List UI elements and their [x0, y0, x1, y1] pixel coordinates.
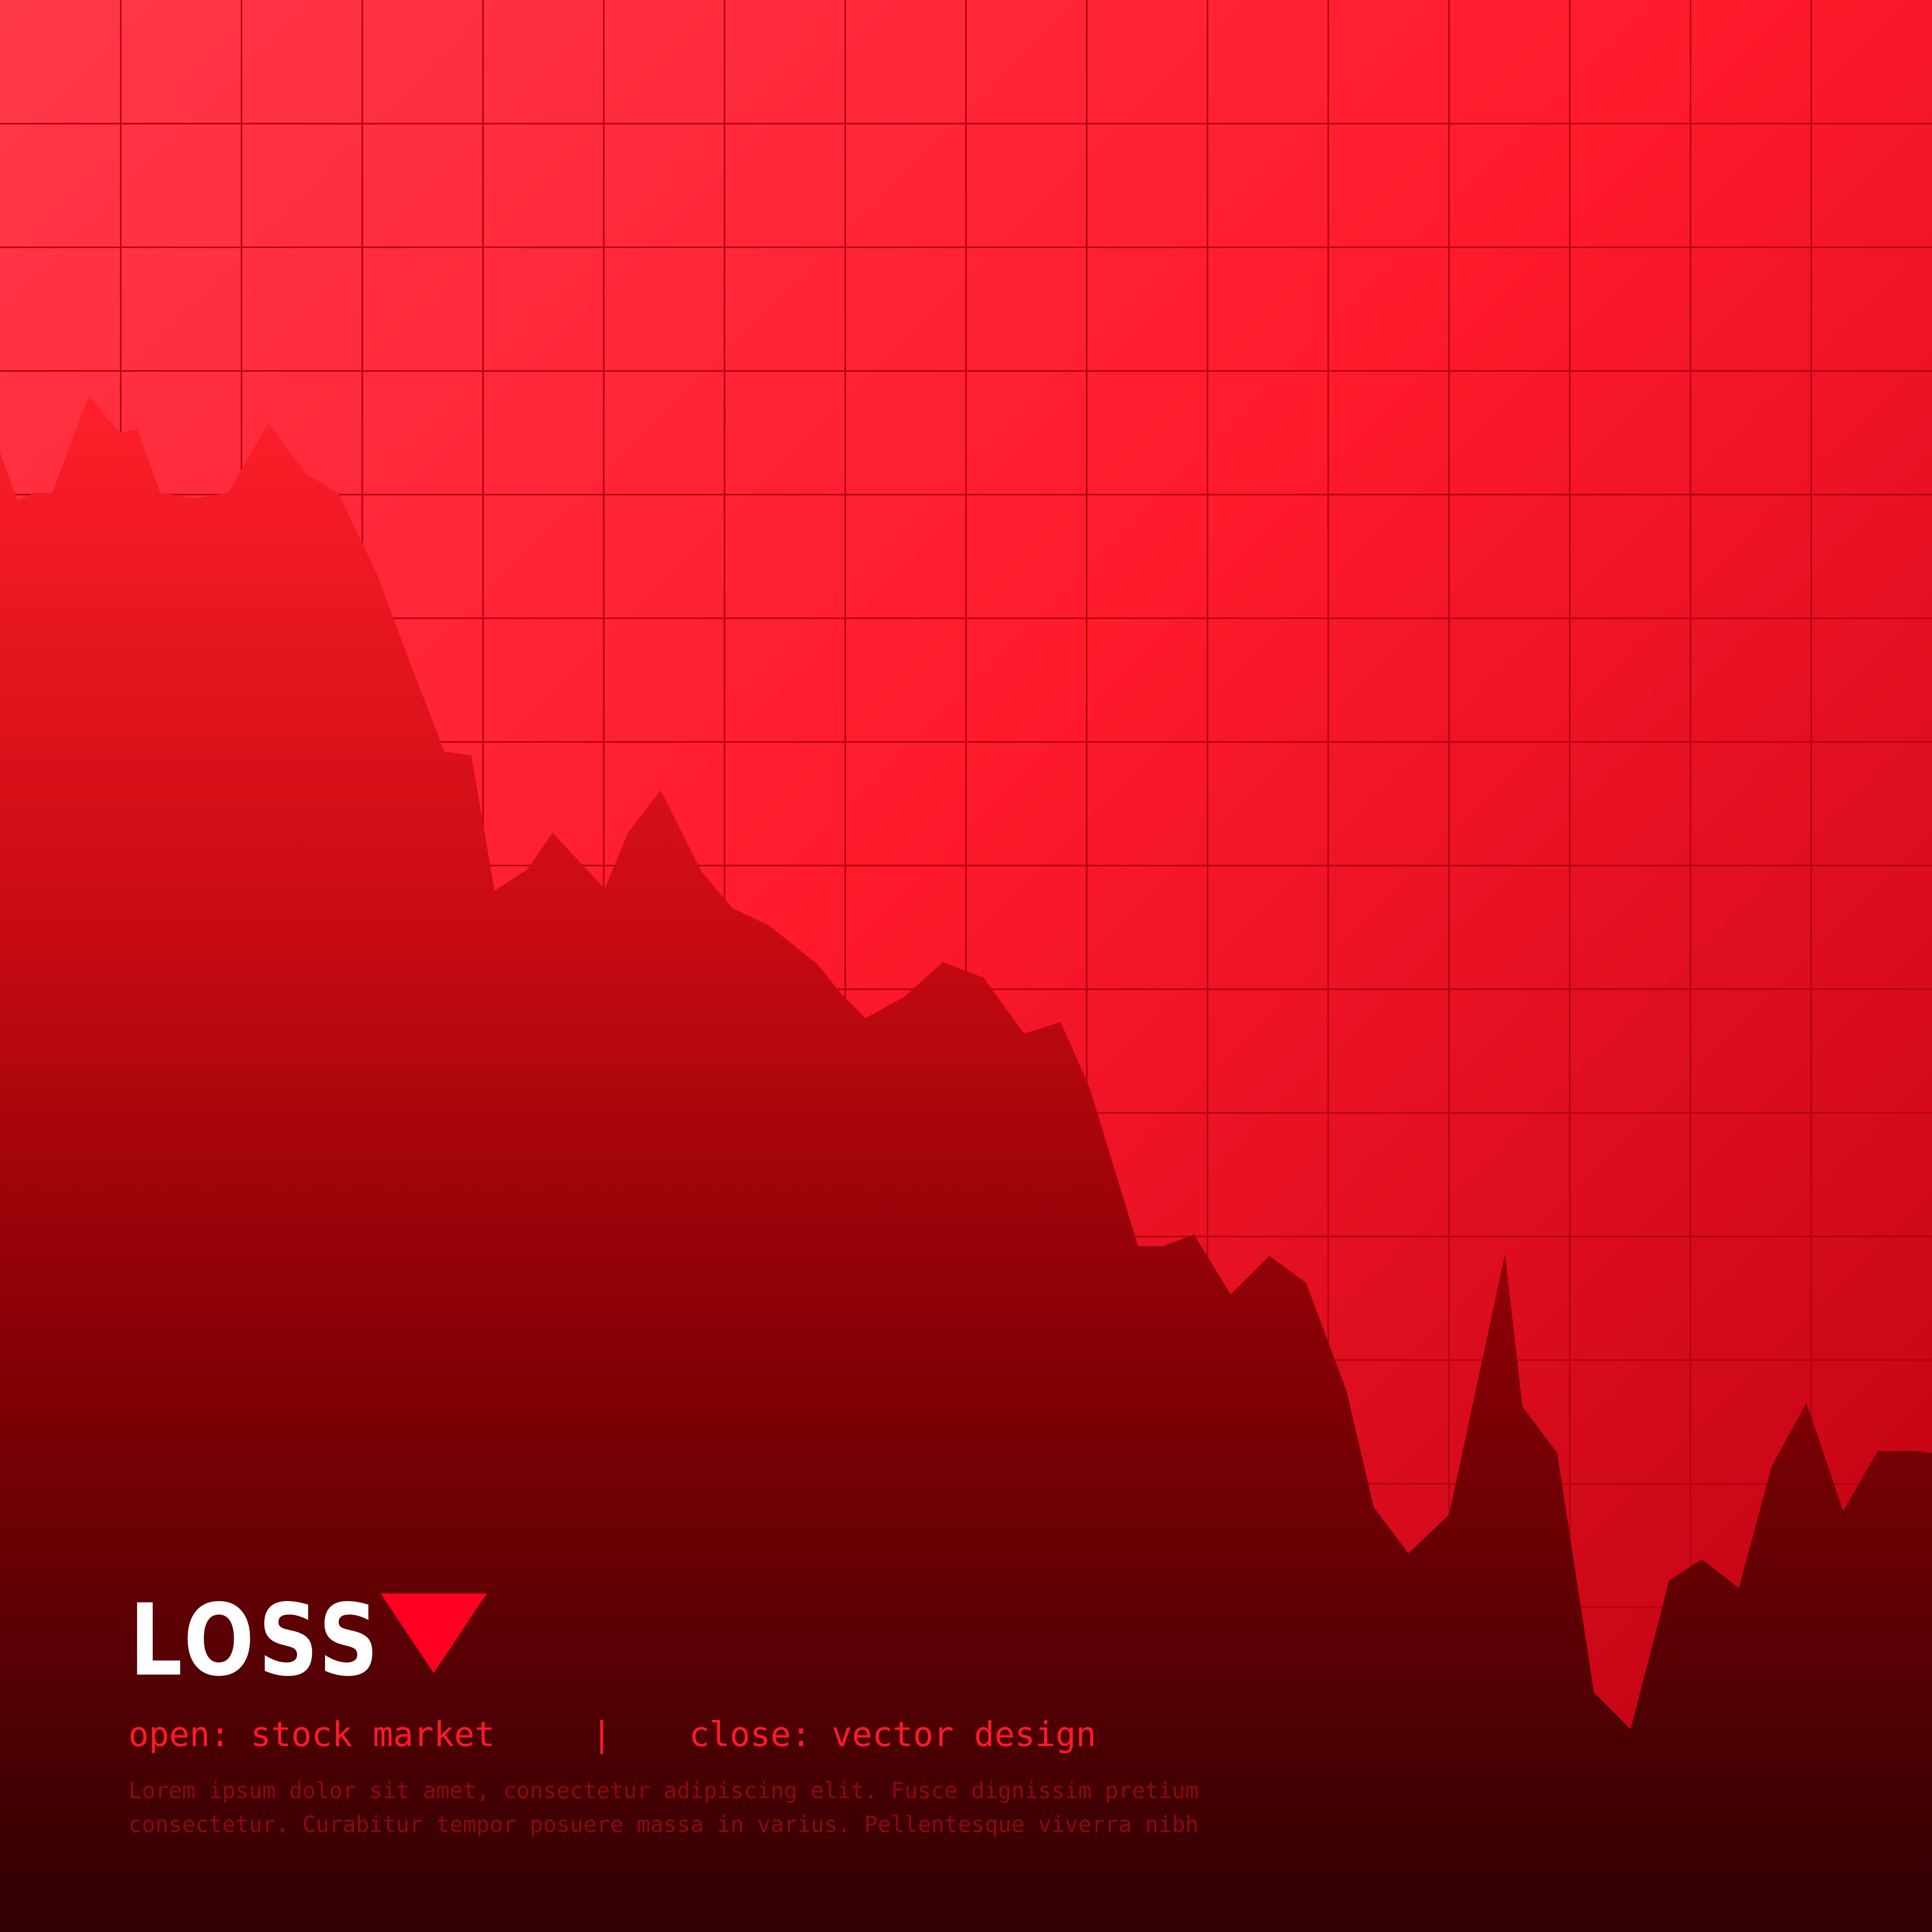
loss-heading: LOSS	[129, 1583, 487, 1698]
lorem-line-1: Lorem ipsum dolor sit amet, consectetur …	[128, 1777, 1199, 1804]
separator: |	[591, 1715, 612, 1754]
loss-area-series	[0, 396, 1932, 1932]
lorem-line-2: consectetur. Curabitur tempor posuere ma…	[128, 1811, 1199, 1837]
close-label: close: vector design	[689, 1715, 1096, 1754]
loss-title: LOSS	[129, 1583, 383, 1698]
open-label: open: stock market	[128, 1715, 495, 1754]
down-triangle-icon	[381, 1593, 487, 1673]
meta-row: open: stock market | close: vector desig…	[128, 1715, 1096, 1754]
lorem-paragraph: Lorem ipsum dolor sit amet, consectetur …	[128, 1774, 1199, 1841]
